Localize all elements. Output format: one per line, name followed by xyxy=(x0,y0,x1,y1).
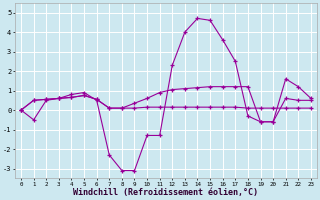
X-axis label: Windchill (Refroidissement éolien,°C): Windchill (Refroidissement éolien,°C) xyxy=(74,188,259,197)
